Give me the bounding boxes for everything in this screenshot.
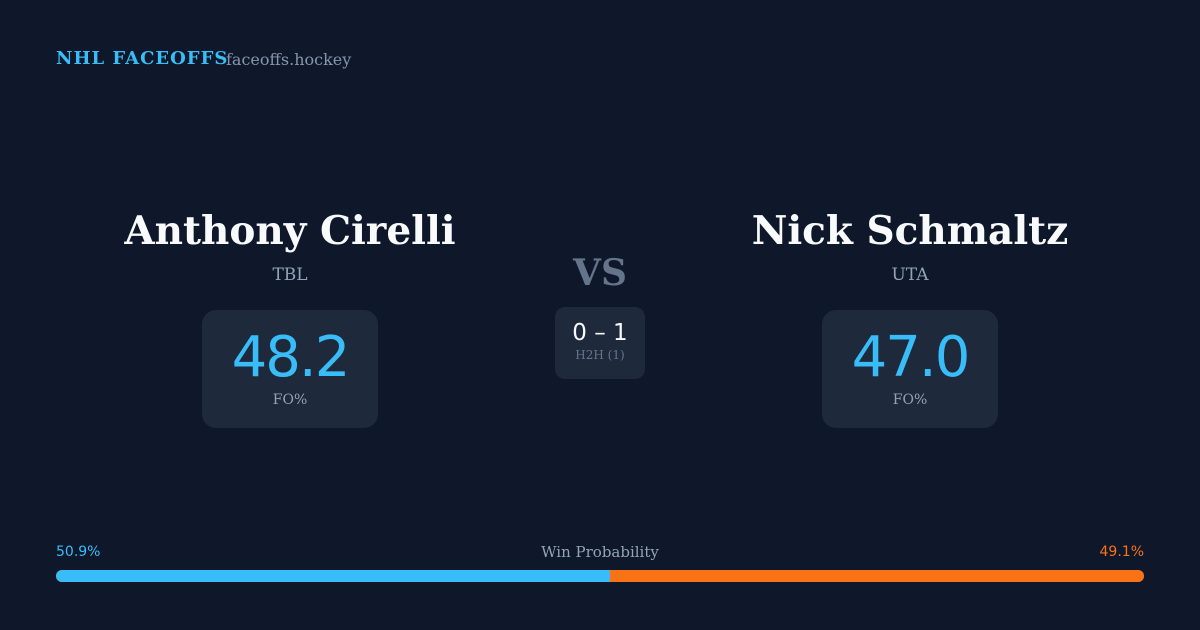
faceoff-card: 48.2 FO%	[202, 310, 378, 428]
win-probability-right-fill	[609, 570, 1144, 582]
win-probability-bar	[56, 570, 1144, 582]
faceoff-card: 47.0 FO%	[822, 310, 998, 428]
faceoff-percentage: 48.2	[231, 325, 351, 390]
player-name: Anthony Cirelli	[124, 208, 456, 254]
player-team: TBL	[272, 265, 308, 285]
faceoff-percentage: 47.0	[851, 325, 971, 390]
site-url: faceoffs.hockey	[226, 50, 352, 69]
head-to-head-box: 0 – 1 H2H (1)	[555, 307, 645, 379]
player-right: Nick Schmaltz UTA 47.0 FO%	[710, 206, 1110, 428]
win-probability-right: 49.1%	[1099, 544, 1144, 560]
h2h-score: 0 – 1	[572, 320, 628, 346]
win-probability-left-fill	[56, 570, 610, 582]
win-probability-left: 50.9%	[56, 544, 101, 560]
faceoff-label: FO%	[272, 392, 308, 408]
player-left: Anthony Cirelli TBL 48.2 FO%	[90, 206, 490, 428]
vs-label: VS	[573, 252, 627, 294]
h2h-label: H2H (1)	[575, 348, 625, 362]
faceoff-label: FO%	[892, 392, 928, 408]
player-name: Nick Schmaltz	[751, 208, 1069, 254]
brand-title: NHL FACEOFFS	[56, 48, 229, 69]
win-probability-label: Win Probability	[541, 543, 659, 561]
player-team: UTA	[891, 265, 929, 285]
